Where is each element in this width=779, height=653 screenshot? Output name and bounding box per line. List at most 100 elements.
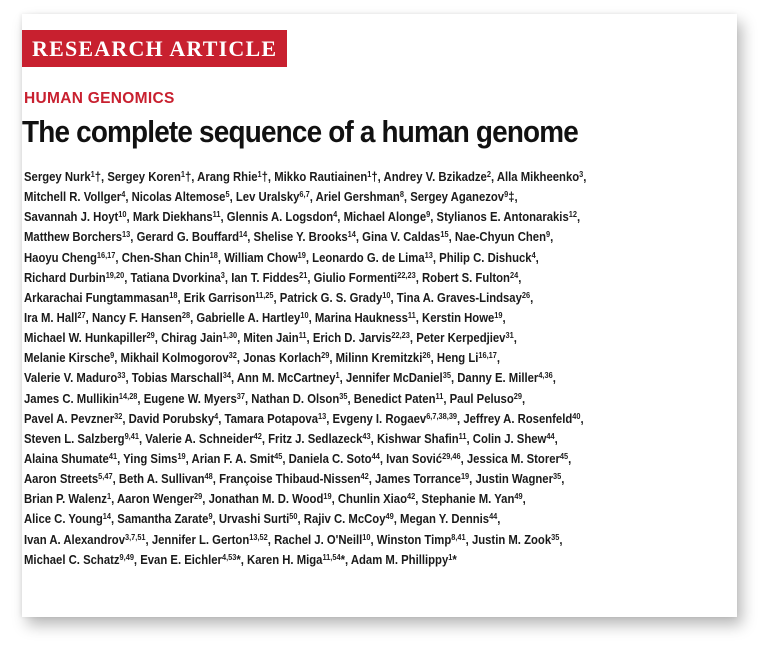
author-name: David Porubsky — [128, 410, 215, 426]
author: Fritz J. Sedlazeck43, — [268, 430, 377, 446]
author-affiliation: 3,7,51 — [124, 531, 146, 542]
author: James C. Mullikin14,28, — [24, 390, 144, 406]
author: Danny E. Miller4,36, — [457, 370, 556, 386]
author-affiliation: 42 — [253, 430, 262, 441]
author-name: Heng Li — [436, 350, 479, 366]
author-affiliation: 10 — [382, 289, 391, 300]
author: Adam M. Phillippy1* — [351, 552, 457, 567]
article-page — [22, 14, 737, 617]
author: Françoise Thibaud-Nissen42, — [219, 471, 376, 487]
author-affiliation: 35 — [551, 531, 560, 542]
author: Melanie Kirsche9, — [24, 350, 121, 366]
author-affiliation: 9 — [208, 511, 213, 522]
author-name: Matthew Borchers — [24, 229, 123, 245]
author: Nae-Chyun Chen9, — [454, 229, 554, 245]
author: Milinn Kremitzki26, — [335, 350, 437, 366]
author-affiliation: 45 — [274, 450, 283, 461]
author: Kishwar Shafin11, — [376, 430, 473, 446]
author-name: Daniela C. Soto — [288, 450, 372, 466]
author-affiliation: 11 — [212, 209, 221, 220]
author: Peter Kerpedjiev31, — [416, 330, 517, 346]
author: Miten Jain11, — [243, 330, 313, 346]
author-name: Savannah J. Hoyt — [24, 209, 119, 225]
author-name: Jeffrey A. Rosenfeld — [463, 410, 573, 426]
author: Michael Alonge9, — [343, 209, 437, 225]
author-name: Patrick G. S. Grady — [279, 289, 383, 305]
author: Karen H. Miga11,54*, — [247, 551, 351, 567]
author: Justin M. Zook35, — [471, 531, 563, 547]
author-name: Jennifer McDaniel — [345, 370, 443, 386]
author-affiliation: 15 — [440, 229, 449, 240]
author-affiliation: 13 — [424, 249, 433, 260]
author-affiliation: 29 — [513, 390, 522, 401]
author-affiliation: 21 — [299, 269, 308, 280]
author-name: Rajiv C. McCoy — [303, 511, 386, 527]
author: Ying Sims19, — [123, 450, 192, 466]
author-note-mark: * — [236, 551, 241, 567]
author-line: Michael W. Hunkapiller29, Chirag Jain1,3… — [24, 328, 703, 348]
author-affiliation: 1 — [106, 491, 112, 502]
author-name: Nae-Chyun Chen — [454, 229, 546, 245]
author-affiliation: 29 — [146, 330, 155, 341]
author-name: Stylianos E. Antonarakis — [436, 209, 569, 225]
author-line: Sergey Nurk1†, Sergey Koren1†, Arang Rhi… — [24, 167, 703, 187]
author-line: Alice C. Young14, Samantha Zarate9, Urva… — [24, 509, 703, 529]
author-name: Erik Garrison — [183, 289, 256, 305]
author-name: Leonardo G. de Lima — [312, 249, 425, 265]
author: Patrick G. S. Grady10, — [279, 289, 397, 305]
author-affiliation: 42 — [360, 471, 369, 482]
author-line: Michael C. Schatz9,49, Evan E. Eichler4,… — [24, 550, 703, 570]
author-affiliation: 18 — [169, 289, 178, 300]
author-name: Tamara Potapova — [224, 410, 319, 426]
author-name: Arkarachai Fungtammasan — [24, 289, 170, 305]
author-name: Brian P. Walenz — [24, 491, 107, 507]
author-line: Ira M. Hall27, Nancy F. Hansen28, Gabrie… — [24, 308, 703, 328]
author: Arian F. A. Smit45, — [191, 450, 289, 466]
author-affiliation: 9 — [504, 189, 509, 200]
author-name: Justin Wagner — [475, 471, 553, 487]
author-list: Sergey Nurk1†, Sergey Koren1†, Arang Rhi… — [24, 167, 703, 570]
author: Glennis A. Logsdon4, — [226, 209, 344, 225]
author: Stephanie M. Yan49, — [421, 491, 526, 507]
author-line: Aaron Streets5,47, Beth A. Sullivan48, F… — [24, 469, 703, 489]
author-line: Matthew Borchers13, Gerard G. Bouffard14… — [24, 227, 703, 247]
author-affiliation: 6,7,38,39 — [426, 410, 458, 421]
author: Tatiana Dvorkina3, — [130, 269, 232, 285]
author-name: Miten Jain — [243, 330, 299, 346]
author-affiliation: 16,17 — [96, 249, 116, 260]
author-name: Gina V. Caldas — [362, 229, 441, 245]
author-name: James C. Mullikin — [24, 390, 119, 406]
author: Urvashi Surti50, — [218, 511, 304, 527]
author-affiliation: 13 — [318, 410, 327, 421]
author-name: Valerie A. Schneider — [145, 430, 254, 446]
author-affiliation: 3 — [220, 269, 225, 280]
author-name: Peter Kerpedjiev — [416, 330, 506, 346]
author-name: Sergey Koren — [107, 169, 181, 184]
author-name: Tatiana Dvorkina — [130, 269, 221, 285]
author-name: Alaina Shumate — [24, 450, 109, 466]
author-affiliation: 4,53 — [221, 551, 237, 562]
author-name: Marina Haukness — [314, 309, 408, 325]
author-name: Eugene W. Myers — [143, 390, 237, 406]
author-affiliation: 19 — [460, 471, 470, 482]
author-affiliation: 48 — [204, 471, 213, 482]
author-affiliation: 14 — [102, 511, 111, 522]
author-name: Richard Durbin — [24, 269, 106, 285]
author-affiliation: 32 — [114, 410, 123, 421]
author-affiliation: 4 — [214, 410, 219, 421]
author-affiliation: 9,41 — [124, 430, 139, 441]
author: Marina Haukness11, — [314, 309, 423, 325]
author-name: Michael W. Hunkapiller — [24, 330, 147, 346]
author-name: Mikko Rautiainen — [274, 169, 368, 184]
author-name: Stephanie M. Yan — [421, 491, 515, 507]
author-affiliation: 3 — [579, 169, 584, 179]
author-name: Paul Peluso — [449, 390, 514, 406]
author-name: Kishwar Shafin — [376, 430, 459, 446]
author-name: Mikhail Kolmogorov — [120, 350, 229, 366]
author: Gina V. Caldas15, — [362, 229, 455, 245]
author-name: Sergey Aganezov — [410, 189, 505, 205]
author: Tobias Marschall34, — [131, 370, 237, 386]
author: Richard Durbin19,20, — [24, 269, 131, 285]
research-article-banner: RESEARCH ARTICLE — [22, 30, 288, 67]
author-affiliation: 8,41 — [451, 531, 466, 542]
